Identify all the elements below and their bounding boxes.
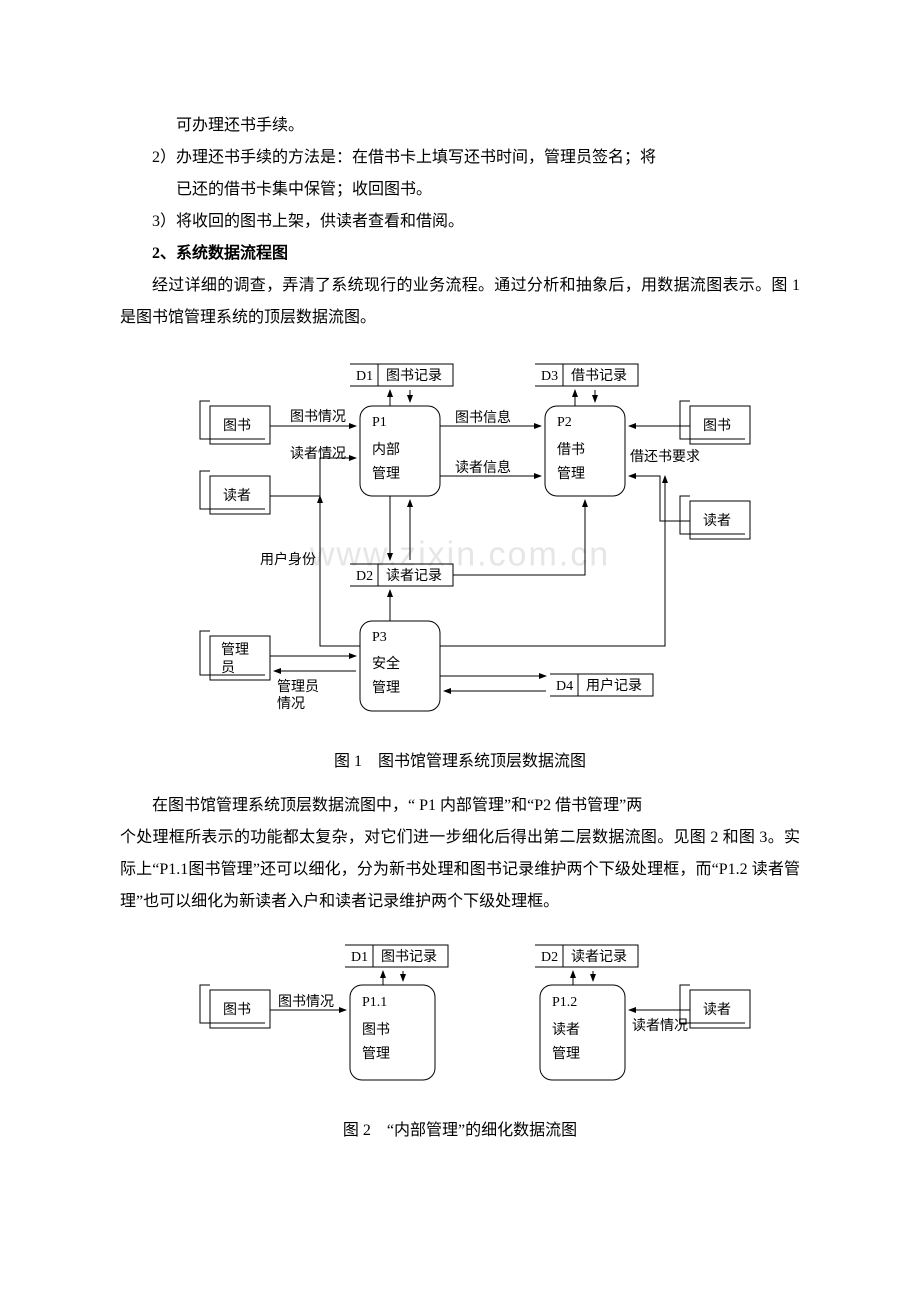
- svg-text:读者记录: 读者记录: [386, 567, 442, 584]
- paragraph-1: 经过详细的调查，弄清了系统现行的业务流程。通过分析和抽象后，用数据流图表示。图 …: [120, 270, 800, 334]
- svg-text:管理: 管理: [372, 466, 400, 482]
- svg-text:员: 员: [221, 661, 235, 676]
- process-p12: P1.2 读者 管理: [540, 985, 625, 1080]
- flow-book-info-2: 图书情况: [278, 994, 334, 1010]
- svg-text:图书: 图书: [223, 1002, 251, 1018]
- svg-text:管理: 管理: [557, 466, 585, 482]
- svg-text:P3: P3: [372, 630, 387, 645]
- flow-book-data: 图书信息: [455, 409, 511, 426]
- flow-reader-info-2: 读者情况: [632, 1017, 688, 1034]
- svg-text:读者: 读者: [552, 1021, 580, 1038]
- datastore-d4: D4 用户记录: [550, 674, 653, 696]
- datastore-d1-2: D1 图书记录: [345, 945, 448, 967]
- section-heading: 2、系统数据流程图: [120, 238, 800, 270]
- svg-text:D2: D2: [356, 569, 373, 584]
- continuation-line: 可办理还书手续。: [120, 110, 800, 142]
- svg-text:图书: 图书: [362, 1022, 390, 1038]
- svg-text:安全: 安全: [372, 655, 400, 672]
- svg-text:D3: D3: [541, 369, 558, 384]
- svg-text:P1: P1: [372, 415, 387, 430]
- flow-borrow-request: 借还书要求: [630, 449, 700, 465]
- svg-text:读者记录: 读者记录: [571, 948, 627, 965]
- document-page: 可办理还书手续。 2）办理还书手续的方法是：在借书卡上填写还书时间，管理员签名；…: [0, 0, 920, 1219]
- entity-book-2: 图书: [200, 985, 270, 1028]
- svg-text:内部: 内部: [372, 442, 400, 458]
- svg-text:用户记录: 用户记录: [586, 677, 642, 694]
- flow-user-identity: 用户身份: [260, 551, 316, 568]
- svg-text:管理: 管理: [372, 680, 400, 696]
- entity-admin: 管理 员: [200, 631, 270, 680]
- list-item-3: 3）将收回的图书上架，供读者查看和借阅。: [120, 206, 800, 238]
- datastore-d1: D1 图书记录: [350, 364, 453, 386]
- flow-reader-data: 读者信息: [455, 459, 511, 476]
- process-p11: P1.1 图书 管理: [350, 985, 435, 1080]
- svg-text:D1: D1: [356, 369, 373, 384]
- flow-reader-info: 读者情况: [290, 445, 346, 462]
- entity-reader-right: 读者: [680, 496, 750, 539]
- figure-1-caption: 图 1 图书馆管理系统顶层数据流图: [120, 746, 800, 778]
- process-p2: P2 借书 管理: [545, 406, 625, 496]
- svg-text:图书: 图书: [703, 418, 731, 434]
- svg-text:读者: 读者: [703, 512, 731, 529]
- flow-book-info: 图书情况: [290, 409, 346, 425]
- svg-text:图书: 图书: [223, 418, 251, 434]
- svg-text:借书记录: 借书记录: [571, 368, 627, 384]
- datastore-d3: D3 借书记录: [535, 364, 638, 386]
- svg-text:图书记录: 图书记录: [386, 368, 442, 384]
- paragraph-2a: 在图书馆管理系统顶层数据流图中，“ P1 内部管理”和“P2 借书管理”两: [120, 790, 800, 822]
- flow-admin-b: 情况: [277, 696, 305, 712]
- svg-text:借书: 借书: [557, 442, 585, 458]
- svg-text:管理: 管理: [221, 642, 249, 658]
- svg-text:P1.2: P1.2: [552, 995, 577, 1010]
- entity-book-right: 图书: [680, 401, 750, 444]
- svg-text:P1.1: P1.1: [362, 995, 387, 1010]
- datastore-d2: D2 读者记录: [350, 564, 453, 586]
- paragraph-2b: 个处理框所表示的功能都太复杂，对它们进一步细化后得出第二层数据流图。见图 2 和…: [120, 822, 800, 918]
- svg-text:D2: D2: [541, 950, 558, 965]
- list-item-2a: 2）办理还书手续的方法是：在借书卡上填写还书时间，管理员签名；将: [120, 142, 800, 174]
- svg-text:管理: 管理: [552, 1046, 580, 1062]
- svg-text:读者: 读者: [223, 487, 251, 504]
- diagram-1: www.zixin.com.cn D1 图书记录 D3 借书记录: [120, 346, 800, 736]
- svg-text:P2: P2: [557, 415, 572, 430]
- list-item-2b: 已还的借书卡集中保管；收回图书。: [120, 174, 800, 206]
- process-p1: P1 内部 管理: [360, 406, 440, 496]
- process-p3: P3 安全 管理: [360, 621, 440, 711]
- entity-reader-left: 读者: [200, 471, 270, 514]
- svg-text:图书记录: 图书记录: [381, 949, 437, 965]
- figure-2-caption: 图 2 “内部管理”的细化数据流图: [120, 1115, 800, 1147]
- svg-text:读者: 读者: [703, 1001, 731, 1018]
- entity-reader-2: 读者: [680, 985, 750, 1028]
- datastore-d2-2: D2 读者记录: [535, 945, 638, 967]
- svg-text:D1: D1: [351, 950, 368, 965]
- flow-admin-a: 管理员: [277, 679, 319, 695]
- svg-text:D4: D4: [556, 679, 573, 694]
- svg-text:管理: 管理: [362, 1046, 390, 1062]
- entity-book-left: 图书: [200, 401, 270, 444]
- diagram-2: D1 图书记录 D2 读者记录 图书 读者: [120, 930, 800, 1105]
